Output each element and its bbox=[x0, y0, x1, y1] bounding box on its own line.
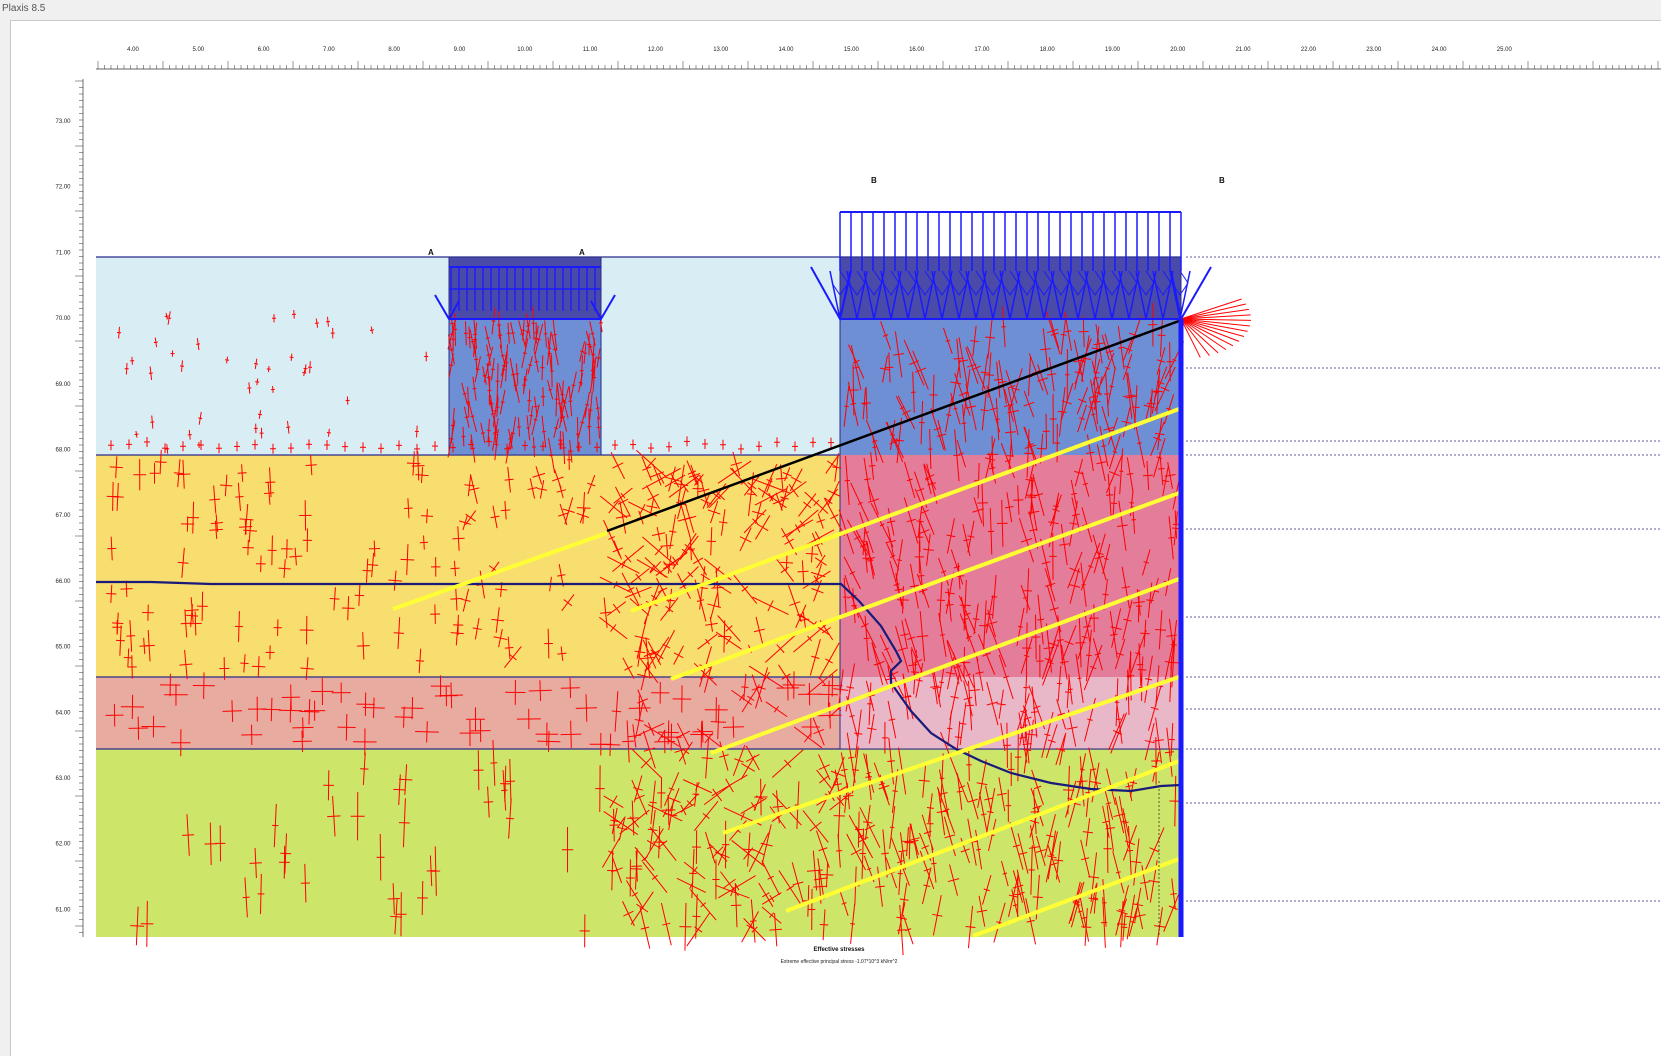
y-tick-label: 71.00 bbox=[55, 250, 71, 256]
y-tick-label: 61.00 bbox=[55, 907, 71, 913]
x-tick-label: 25.00 bbox=[1497, 47, 1513, 53]
horizontal-ruler: 4.00 5.00 6.00 7.00 8.00 9.00 10.00 11.00 12.00 1… bbox=[96, 47, 1661, 69]
y-tick-label: 64.00 bbox=[55, 710, 71, 716]
x-tick-label: 13.00 bbox=[713, 47, 729, 53]
stress-fan-line bbox=[1181, 319, 1200, 357]
x-tick-label: 12.00 bbox=[648, 47, 664, 53]
footing-a bbox=[449, 257, 601, 455]
y-tick-label: 63.00 bbox=[55, 776, 71, 782]
x-tick-label: 15.00 bbox=[844, 47, 860, 53]
x-tick-label: 23.00 bbox=[1366, 47, 1382, 53]
x-tick-label: 22.00 bbox=[1301, 47, 1317, 53]
caption-title: Effective stresses bbox=[813, 947, 865, 953]
section-b-right-label: B bbox=[1219, 176, 1225, 185]
y-tick-label: 62.00 bbox=[55, 842, 71, 848]
y-tick-label: 69.00 bbox=[55, 382, 71, 388]
section-a-left-label: A bbox=[428, 248, 434, 257]
vertical-ruler: 73.00 72.00 71.00 70.00 69.00 68.00 67.00 66.00… bbox=[55, 79, 83, 937]
x-tick-label: 11.00 bbox=[583, 47, 598, 53]
caption-subtitle: Extreme effective principal stress -1.07… bbox=[781, 959, 898, 965]
window-title: Plaxis 8.5 bbox=[0, 0, 1661, 18]
section-a-right-label: A bbox=[579, 248, 585, 257]
x-tick-label: 7.00 bbox=[323, 47, 335, 53]
y-tick-label: 72.00 bbox=[55, 185, 71, 191]
y-tick-label: 73.00 bbox=[55, 119, 71, 125]
y-tick-label: 66.00 bbox=[55, 579, 71, 585]
x-tick-label: 17.00 bbox=[974, 47, 990, 53]
x-tick-label: 8.00 bbox=[388, 47, 400, 53]
x-tick-label: 14.00 bbox=[778, 47, 794, 53]
x-tick-label: 20.00 bbox=[1170, 47, 1186, 53]
x-tick-label: 6.00 bbox=[258, 47, 270, 53]
x-tick-label: 5.00 bbox=[192, 47, 204, 53]
x-tick-label: 18.00 bbox=[1040, 47, 1056, 53]
y-tick-label: 70.00 bbox=[55, 316, 71, 322]
x-tick-label: 21.00 bbox=[1236, 47, 1252, 53]
right-reference-lines bbox=[1186, 257, 1661, 901]
section-b-left-label: B bbox=[871, 176, 877, 185]
x-tick-label: 10.00 bbox=[517, 47, 533, 53]
x-tick-label: 9.00 bbox=[454, 47, 466, 53]
effective-stress-plot: 4.00 5.00 6.00 7.00 8.00 9.00 10.00 11.00 12.00 1… bbox=[11, 21, 1661, 1056]
y-tick-label: 68.00 bbox=[55, 448, 71, 454]
y-tick-label: 67.00 bbox=[55, 513, 71, 519]
x-tick-label: 4.00 bbox=[127, 47, 139, 53]
y-tick-label: 65.00 bbox=[55, 645, 71, 651]
x-tick-label: 16.00 bbox=[909, 47, 925, 53]
output-canvas[interactable]: 4.00 5.00 6.00 7.00 8.00 9.00 10.00 11.00 12.00 1… bbox=[10, 20, 1661, 1056]
x-tick-label: 24.00 bbox=[1431, 47, 1447, 53]
x-tick-label: 19.00 bbox=[1105, 47, 1121, 53]
